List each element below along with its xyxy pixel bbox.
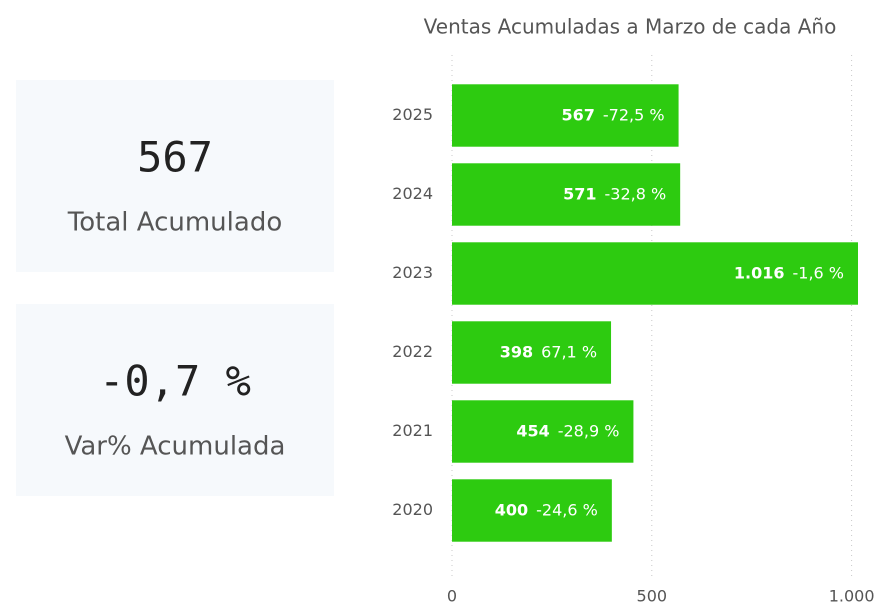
value-label: 1.016 <box>734 263 785 282</box>
y-tick-label: 2021 <box>392 421 433 440</box>
y-tick-label: 2020 <box>392 500 433 519</box>
data-label: 454 -28,9 % <box>516 421 619 440</box>
data-label: 400 -24,6 % <box>495 500 598 519</box>
bar <box>452 321 612 384</box>
change-label: -72,5 % <box>603 105 665 124</box>
y-tick-label: 2023 <box>392 263 433 282</box>
y-tick-label: 2024 <box>392 184 433 203</box>
bar <box>452 84 679 147</box>
change-label: -24,6 % <box>536 500 598 519</box>
y-tick-label: 2022 <box>392 342 433 361</box>
change-label: -28,9 % <box>558 421 620 440</box>
value-label: 398 <box>500 342 533 361</box>
card-var <box>16 304 334 496</box>
change-label: -32,8 % <box>604 184 666 203</box>
x-tick-label: 0 <box>447 587 457 606</box>
bar <box>452 163 681 226</box>
value-label: 567 <box>561 105 594 124</box>
value-label: 400 <box>495 500 528 519</box>
bar <box>452 400 634 463</box>
bar <box>452 242 858 305</box>
change-label: 67,1 % <box>541 342 597 361</box>
card-label: Total Acumulado <box>67 208 282 238</box>
chart-title: Ventas Acumuladas a Marzo de cada Año <box>424 15 837 39</box>
card-value: -0,7 % <box>99 357 251 406</box>
x-tick-label: 500 <box>637 587 668 606</box>
card-label: Var% Acumulada <box>65 432 286 462</box>
bar <box>452 479 612 542</box>
data-label: 571 -32,8 % <box>563 184 666 203</box>
data-label: 398 67,1 % <box>500 342 597 361</box>
x-tick-label: 1.000 <box>829 587 875 606</box>
card-value: 567 <box>137 133 213 182</box>
data-label: 567 -72,5 % <box>561 105 664 124</box>
value-label: 571 <box>563 184 596 203</box>
data-label: 1.016 -1,6 % <box>734 263 844 282</box>
value-label: 454 <box>516 421 549 440</box>
y-tick-label: 2025 <box>392 105 433 124</box>
card-total <box>16 80 334 272</box>
change-label: -1,6 % <box>792 263 844 282</box>
